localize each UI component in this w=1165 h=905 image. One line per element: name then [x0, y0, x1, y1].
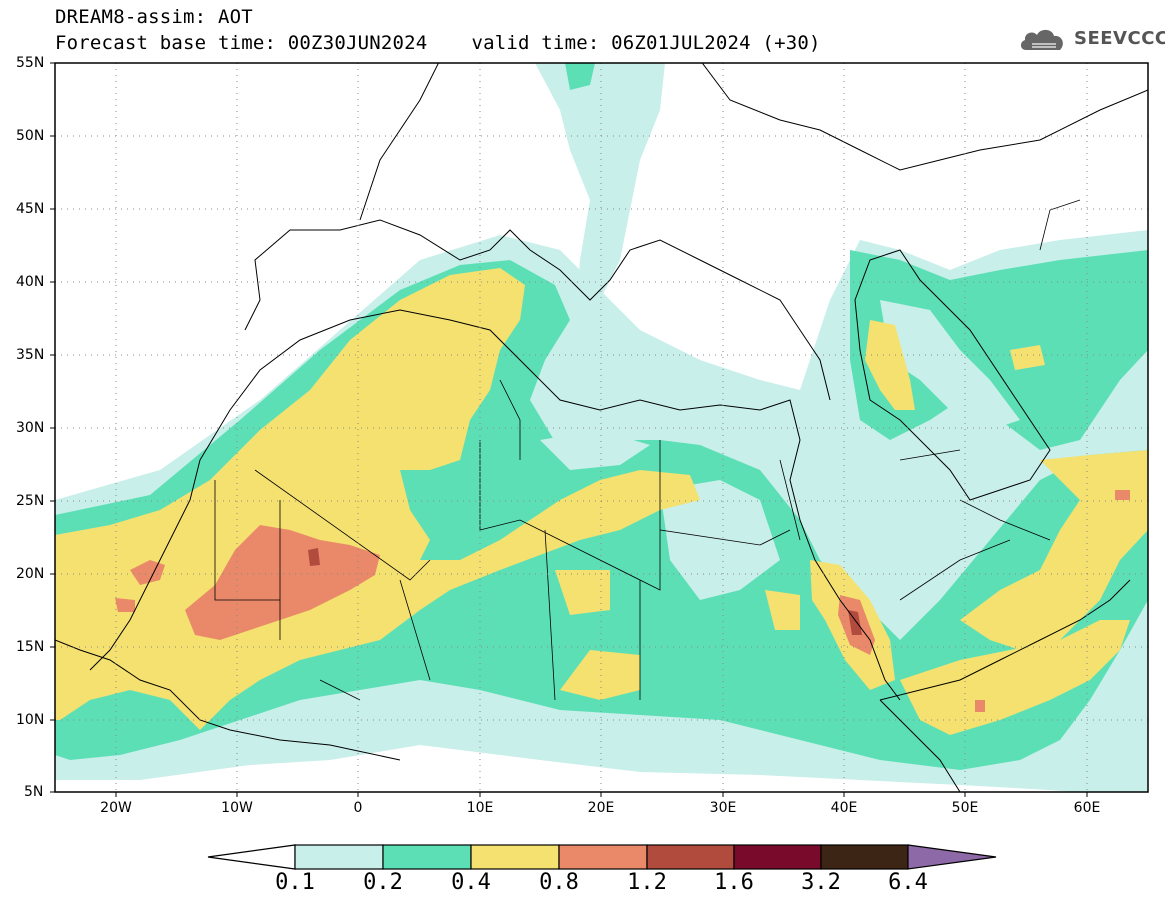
aot-light-patches: [540, 300, 1020, 600]
lon-label: 30E: [709, 800, 737, 816]
colorbar-under-arrow: [207, 844, 296, 870]
colorbar-seg-4: [558, 844, 648, 870]
lat-label: 55N: [16, 55, 45, 71]
lat-label: 10N: [16, 712, 45, 728]
country-borders: [214, 199, 1081, 701]
valid-time: valid time: 06Z01JUL2024 (+30): [471, 32, 821, 54]
logo-text: SEEVCCC: [1074, 28, 1165, 49]
aot-band-1.2-1.6: [308, 548, 862, 635]
lat-label: 5N: [24, 784, 44, 800]
lat-label: 35N: [16, 347, 45, 363]
lat-label: 45N: [16, 201, 45, 217]
colorbar-label: 0.4: [451, 870, 491, 895]
colorbar-seg-6: [733, 844, 822, 870]
graticule: [55, 63, 1148, 792]
colorbar-seg-2: [382, 844, 472, 870]
lon-label: 60E: [1073, 800, 1101, 816]
lon-label: 20E: [587, 800, 615, 816]
colorbar-label: 3.2: [801, 870, 841, 895]
colorbar: [207, 844, 997, 870]
coastlines: [55, 63, 1148, 792]
lon-label: 20W: [100, 800, 132, 816]
colorbar-label: 1.6: [714, 870, 754, 895]
colorbar-seg-5: [646, 844, 735, 870]
lat-label: 40N: [16, 274, 45, 290]
map-title: DREAM8-assim: AOT: [55, 6, 253, 28]
colorbar-label: 0.2: [363, 870, 403, 895]
lat-label: 20N: [16, 566, 45, 582]
colorbar-label: 0.8: [539, 870, 579, 895]
axis-ticks: [50, 62, 1088, 797]
colorbar-label: 1.2: [627, 870, 667, 895]
aot-fields: [55, 63, 1148, 792]
colorbar-seg-3: [470, 844, 560, 870]
time-info: Forecast base time: 00Z30JUN2024 valid ti…: [55, 32, 821, 54]
lat-label: 25N: [16, 493, 45, 509]
cloud-logo-icon: [1020, 29, 1063, 50]
colorbar-over-arrow: [907, 844, 997, 870]
lat-label: 50N: [16, 128, 45, 144]
lon-label: 40E: [830, 800, 858, 816]
colorbar-label: 0.1: [275, 870, 315, 895]
lon-label: 0: [353, 800, 363, 816]
lon-label: 50E: [951, 800, 979, 816]
lon-label: 10E: [466, 800, 494, 816]
lat-label: 30N: [16, 420, 45, 436]
lat-label: 15N: [16, 639, 45, 655]
colorbar-seg-1: [294, 844, 384, 870]
colorbar-label: 6.4: [888, 870, 928, 895]
colorbar-seg-7: [820, 844, 909, 870]
base-time: Forecast base time: 00Z30JUN2024: [55, 32, 428, 54]
lon-label: 10W: [221, 800, 253, 816]
